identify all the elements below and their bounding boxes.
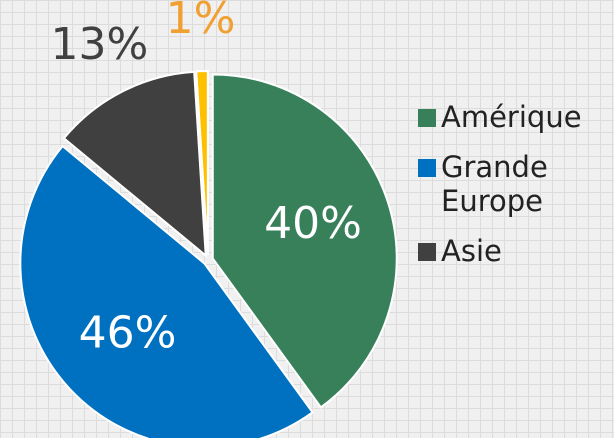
- legend-swatch: [418, 159, 436, 177]
- legend-label: Grande Europe: [441, 150, 548, 218]
- legend-item: Asie: [418, 234, 614, 268]
- data-label: 40%: [264, 198, 362, 249]
- pie-slice: [211, 73, 398, 409]
- legend-label: Amérique: [441, 100, 582, 134]
- data-label: 46%: [79, 308, 177, 359]
- pie-slice: [195, 70, 209, 256]
- data-label: 13%: [51, 19, 149, 70]
- pie-slice: [19, 144, 314, 438]
- legend-item: Grande Europe: [418, 150, 614, 218]
- legend-swatch: [418, 109, 436, 127]
- legend-swatch: [418, 243, 436, 261]
- legend: Amérique Grande Europe Asie: [418, 100, 614, 284]
- legend-label: Asie: [441, 234, 502, 268]
- legend-item: Amérique: [418, 100, 614, 134]
- pie-slice: [62, 70, 207, 258]
- data-label: 1%: [166, 0, 236, 44]
